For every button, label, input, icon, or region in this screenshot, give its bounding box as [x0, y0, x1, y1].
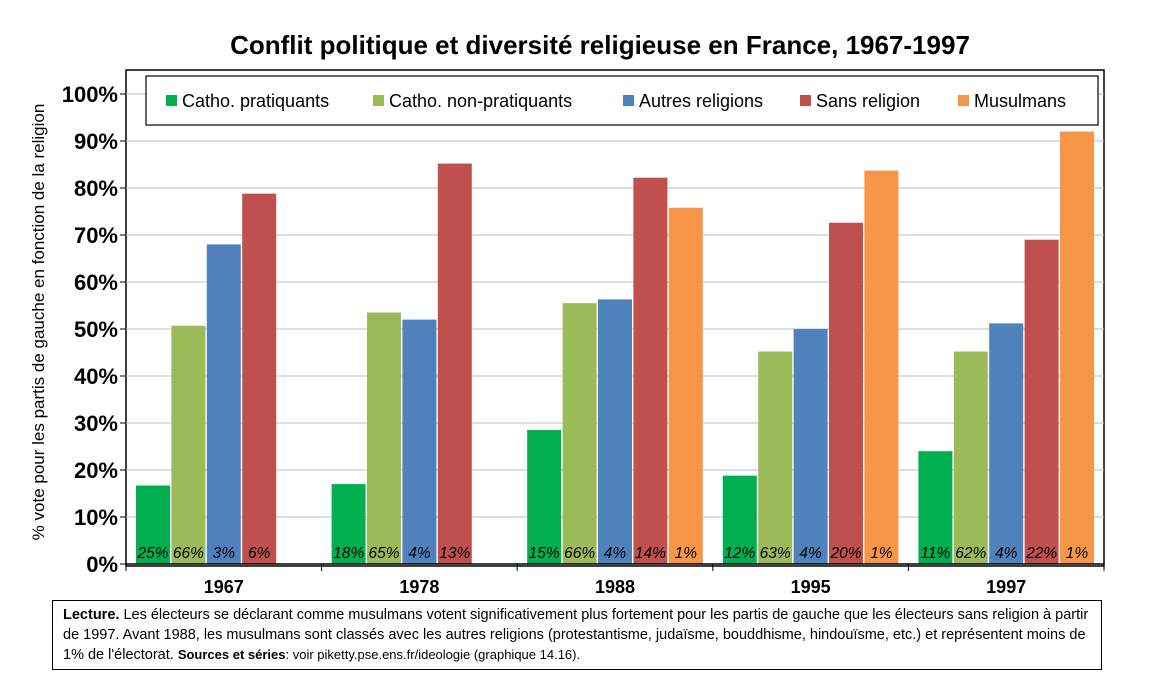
x-axis: 1967 1978 1988 1995 1997	[125, 563, 1105, 597]
y-tick-label: 40%	[74, 364, 118, 389]
note-sources: Sources et séries: voir piketty.pse.ens.…	[178, 647, 580, 662]
y-tick-label: 100%	[62, 82, 118, 107]
bar	[722, 475, 757, 564]
y-tick-label: 0%	[86, 552, 118, 577]
bar	[918, 451, 953, 564]
note-text: Les électeurs se déclarant comme musulma…	[63, 607, 1089, 663]
bar-share-label: 62%	[955, 545, 986, 562]
legend-label: Autres religions	[639, 91, 763, 111]
bar-share-label: 15%	[529, 545, 560, 562]
legend-box	[145, 75, 1099, 126]
bar	[527, 430, 562, 564]
bar	[206, 244, 241, 564]
bar-share-label: 66%	[564, 545, 595, 562]
note-lead: Lecture.	[63, 607, 120, 623]
bar-share-label: 1%	[675, 545, 698, 562]
bar-share-label: 63%	[760, 545, 791, 562]
bar	[562, 303, 597, 564]
legend-swatch	[373, 95, 384, 106]
bar-labels-group: 25% 18% 15% 12% 11% 66% 65% 66% 63% 62% 3% 4% 4% 4% 4%…	[136, 545, 1088, 562]
bar-share-label: 14%	[635, 545, 666, 562]
bar-chart: 25% 18% 15% 12% 11% 66% 65% 66% 63% 62% 3% 4% 4% 4% 4%…	[29, 69, 1105, 597]
bar-share-label: 13%	[439, 545, 470, 562]
bar	[633, 177, 668, 564]
bars-group	[136, 131, 1094, 565]
y-axis: 0% 10% 20% 30% 40% 50% 60% 70% 80% 90% 100%	[62, 82, 126, 577]
bar-share-label: 4%	[604, 545, 627, 562]
bar	[331, 484, 366, 564]
bar-share-label: 3%	[213, 545, 236, 562]
y-tick-label: 20%	[74, 458, 118, 483]
y-tick-label: 10%	[74, 505, 118, 530]
bar-share-label: 6%	[248, 545, 271, 562]
legend-swatch	[166, 95, 177, 106]
y-tick-label: 60%	[74, 270, 118, 295]
bar-share-label: 65%	[368, 545, 399, 562]
note-sources-label: Sources et séries	[177, 647, 286, 662]
legend-label: Catho. non-pratiquants	[389, 91, 572, 111]
bar	[402, 319, 437, 564]
bar-share-label: 4%	[995, 545, 1018, 562]
legend-label: Sans religion	[816, 91, 920, 111]
bar	[758, 351, 793, 564]
y-tick-label: 90%	[74, 129, 118, 154]
bar	[953, 351, 988, 564]
bar-share-label: 4%	[799, 545, 822, 562]
x-tick-label: 1997	[986, 577, 1026, 597]
reading-note: Lecture. Les électeurs se déclarant comm…	[52, 600, 1102, 670]
y-axis-label: % vote pour les partis de gauche en fonc…	[29, 104, 48, 541]
legend-label: Musulmans	[974, 91, 1066, 111]
y-tick-label: 80%	[74, 176, 118, 201]
bar-share-label: 1%	[870, 545, 893, 562]
legend-swatch	[958, 95, 969, 106]
bar	[242, 193, 277, 564]
y-tick-label: 30%	[74, 411, 118, 436]
chart-title: Conflit politique et diversité religieus…	[230, 30, 970, 60]
x-tick-label: 1988	[595, 577, 635, 597]
bar-share-label: 12%	[724, 545, 755, 562]
x-tick-label: 1995	[791, 577, 831, 597]
legend-swatch	[623, 95, 634, 106]
bar	[136, 485, 170, 564]
bar-share-label: 25%	[136, 545, 168, 562]
note-sources-text: : voir piketty.pse.ens.fr/ideologie (gra…	[285, 647, 581, 662]
plot-area-border	[125, 69, 1105, 567]
bar	[864, 170, 899, 565]
bar-share-label: 1%	[1066, 545, 1089, 562]
bar	[598, 299, 632, 564]
y-tick-label: 70%	[74, 223, 118, 248]
bar	[367, 312, 401, 564]
bar-share-label: 11%	[920, 545, 950, 562]
bar	[668, 207, 703, 565]
bar	[989, 323, 1024, 564]
bar	[171, 325, 206, 564]
legend: Catho. pratiquants Catho. non-pratiquants…	[145, 75, 1099, 126]
legend-swatch	[800, 95, 811, 106]
bar-share-label: 18%	[333, 545, 364, 562]
bar-share-label: 4%	[408, 545, 431, 562]
y-tick-label: 50%	[74, 317, 118, 342]
bar	[1060, 131, 1094, 564]
bar	[1024, 239, 1059, 564]
bar-share-label: 66%	[173, 545, 204, 562]
bar-share-label: 20%	[829, 545, 861, 562]
bar	[829, 222, 863, 564]
bar	[437, 163, 472, 564]
bar-share-label: 22%	[1025, 545, 1057, 562]
legend-label: Catho. pratiquants	[182, 91, 329, 111]
bar	[793, 329, 828, 564]
x-tick-label: 1967	[204, 577, 244, 597]
x-tick-label: 1978	[399, 577, 439, 597]
